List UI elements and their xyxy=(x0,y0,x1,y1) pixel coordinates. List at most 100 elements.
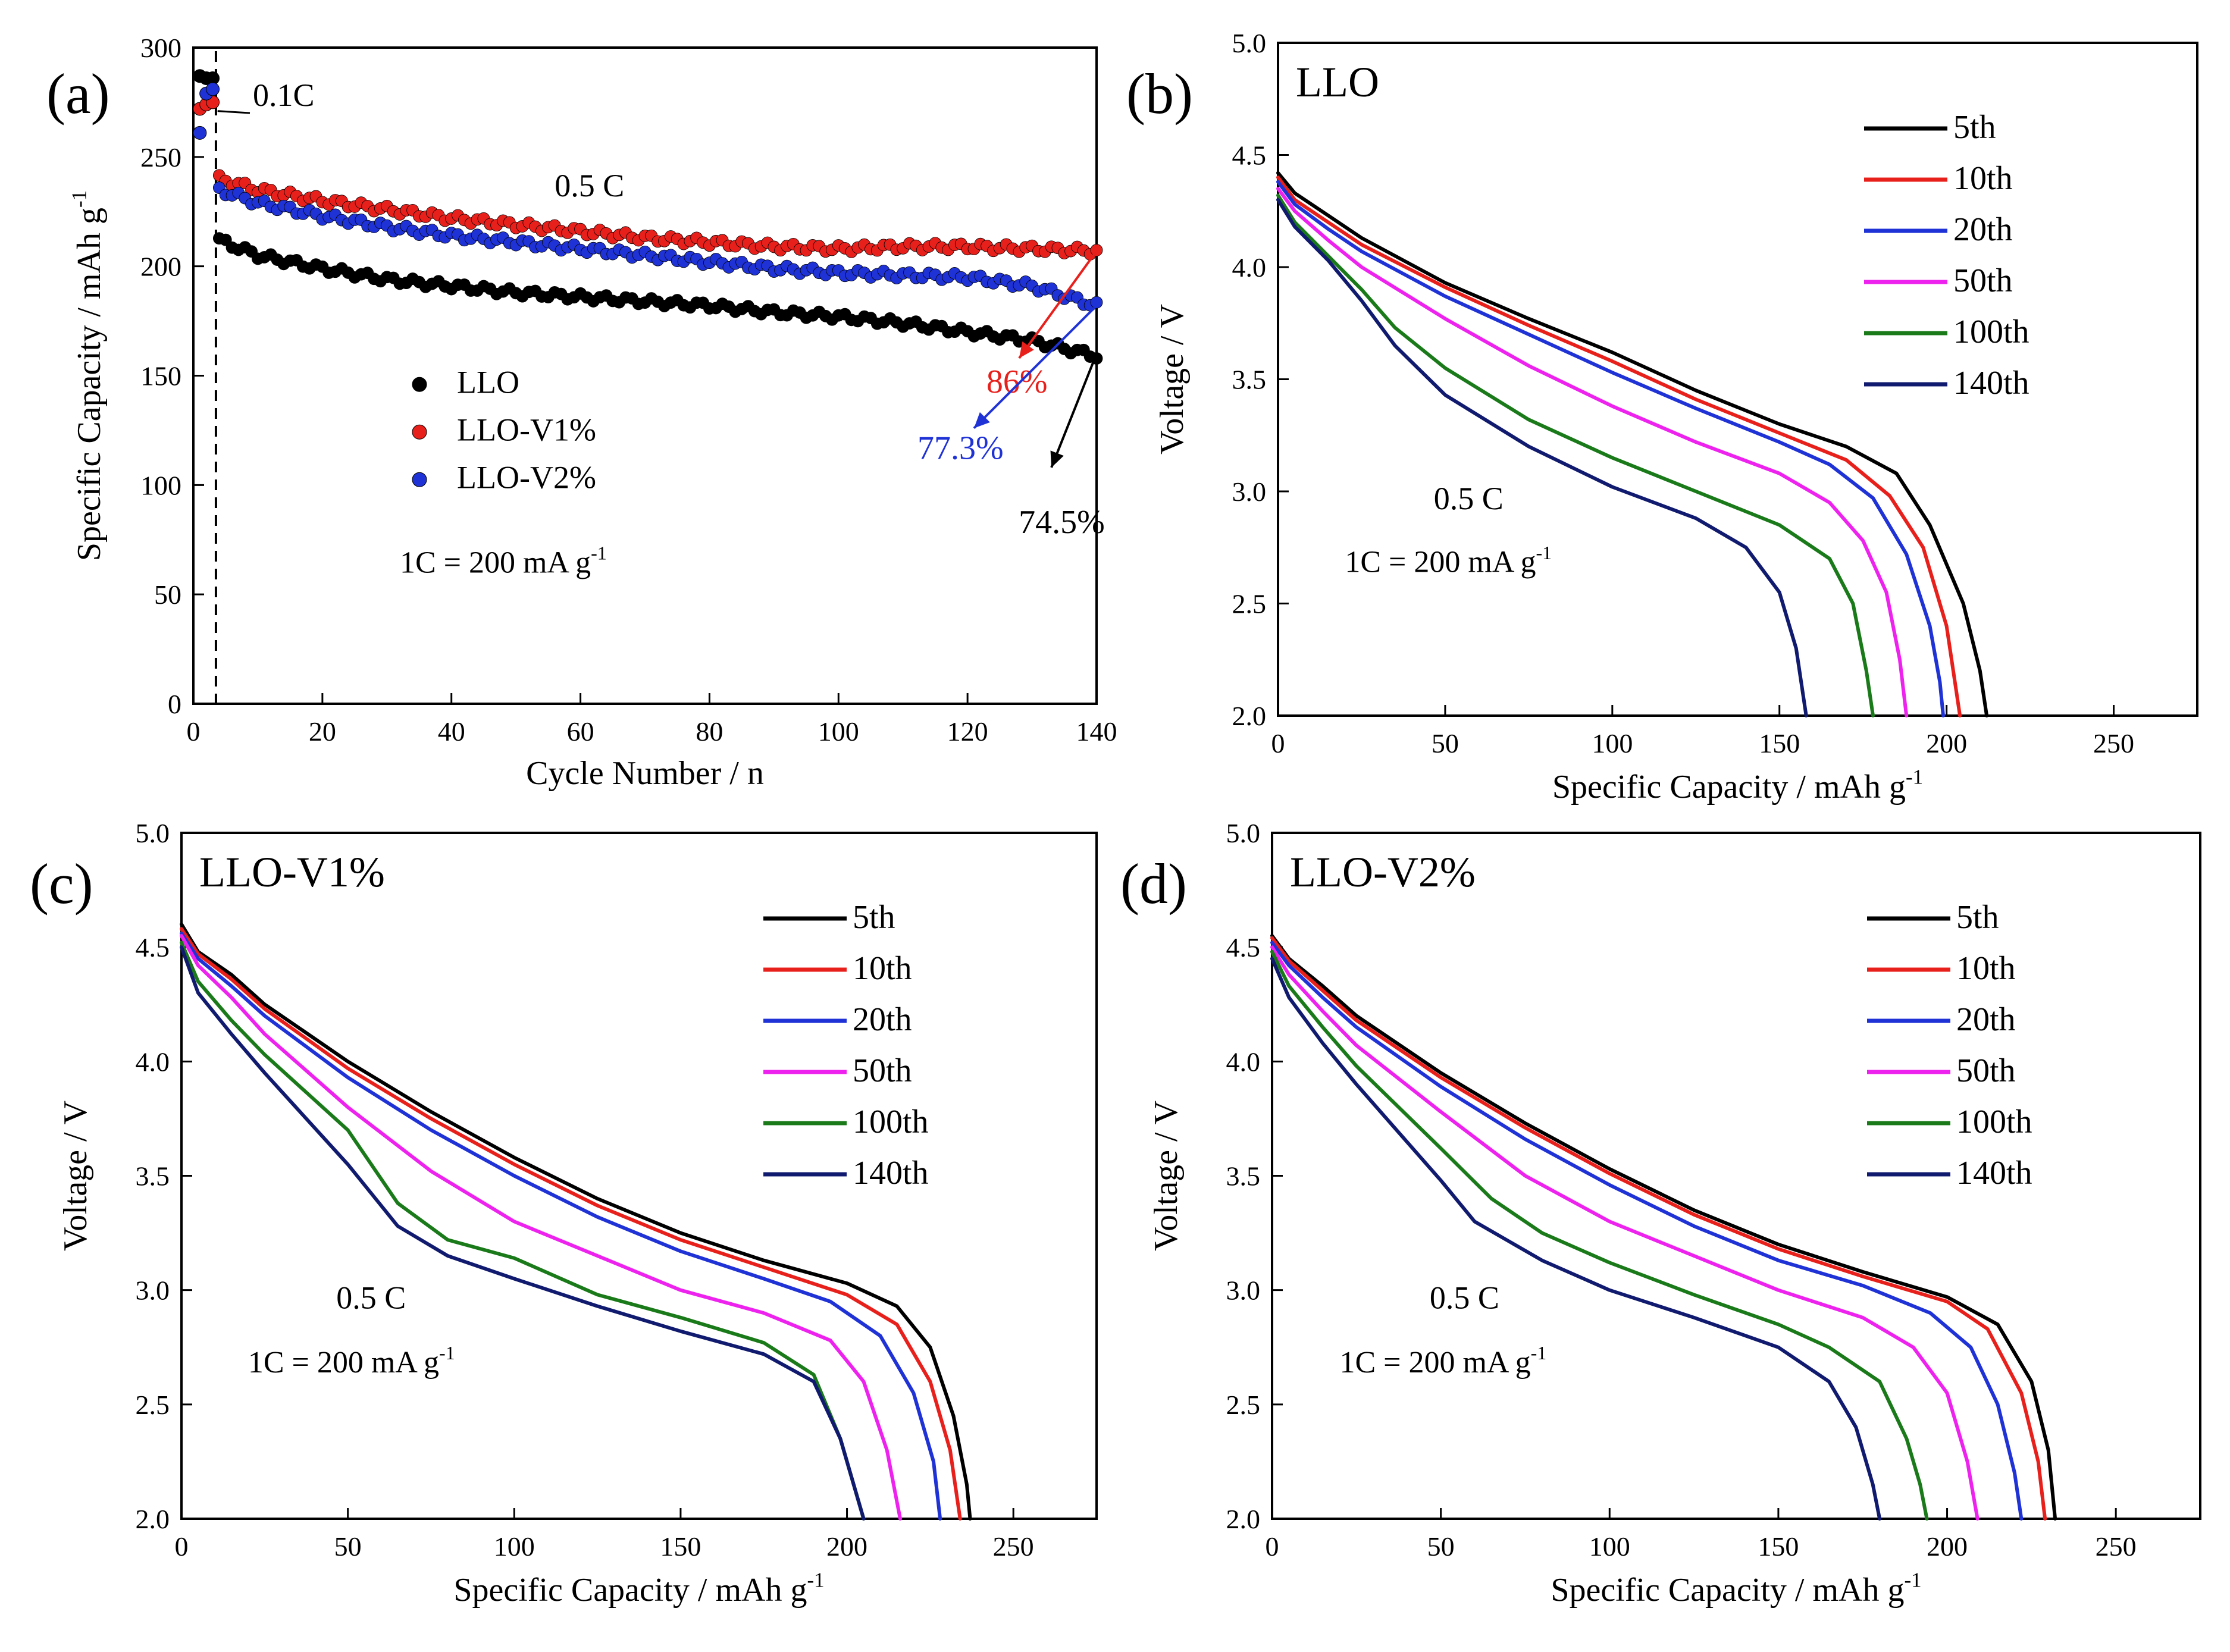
conversion-label: 1C = 200 mA g-1 xyxy=(1339,1342,1546,1380)
x-tick-label: 100 xyxy=(1592,728,1633,758)
panel-label: (b) xyxy=(1126,62,1193,126)
y-tick-label: 2.5 xyxy=(1226,1390,1261,1420)
sample-label: LLO-V1% xyxy=(199,848,385,896)
y-tick-label: 3.0 xyxy=(1232,477,1267,507)
x-tick-label: 40 xyxy=(438,716,465,747)
panel-label: (c) xyxy=(30,852,93,916)
retention-arrowhead xyxy=(1050,450,1064,468)
x-tick-label: 200 xyxy=(826,1531,867,1562)
curve-10th xyxy=(1276,175,1962,717)
legend-entry: LLO-V1% xyxy=(457,412,596,447)
y-tick-label: 2.5 xyxy=(136,1390,170,1420)
y-tick-label: 200 xyxy=(140,252,181,282)
y-tick-label: 3.0 xyxy=(1226,1275,1261,1306)
curve-10th xyxy=(180,927,962,1521)
y-axis-label: Voltage / V xyxy=(1154,304,1191,454)
curve-50th xyxy=(1276,187,1909,717)
legend: LLO LLO-V1% LLO-V2% xyxy=(412,364,596,495)
rate-label: 0.5 C xyxy=(1434,481,1504,516)
y-tick-label: 4.0 xyxy=(136,1046,170,1077)
y-tick-label: 3.0 xyxy=(136,1275,170,1306)
legend: 5th 10th 20th 50th 100th 140th xyxy=(1864,109,2029,402)
legend-entry: 10th xyxy=(853,950,912,987)
legend-entry: 20th xyxy=(1956,1001,2016,1038)
legend-entry: 100th xyxy=(1956,1104,2032,1140)
y-tick-label: 5.0 xyxy=(1226,818,1261,848)
x-tick-label: 100 xyxy=(494,1531,535,1562)
y-axis-label: Voltage / V xyxy=(57,1101,94,1251)
x-axis-label: Specific Capacity / mAh g-1 xyxy=(1552,765,1923,805)
y-tick-label: 4.5 xyxy=(1232,140,1267,171)
series-LLO xyxy=(193,69,1103,365)
panel-label: (d) xyxy=(1120,852,1187,916)
legend-entry: 20th xyxy=(853,1001,912,1038)
y-tick-label: 150 xyxy=(140,361,181,391)
x-tick-label: 100 xyxy=(818,716,859,747)
x-tick-label: 200 xyxy=(1927,1531,1968,1562)
series-LLO-V2% xyxy=(193,82,1103,312)
legend: 5th 10th 20th 50th 100th 140th xyxy=(763,899,929,1192)
curve-20th xyxy=(1270,941,2024,1521)
y-tick-label: 2.0 xyxy=(1226,1504,1261,1534)
retention-label: 77.3% xyxy=(917,430,1004,467)
y-tick-label: 3.5 xyxy=(1232,365,1267,395)
legend: 5th 10th 20th 50th 100th 140th xyxy=(1867,899,2032,1192)
y-tick-label: 2.0 xyxy=(1232,701,1267,731)
x-tick-label: 150 xyxy=(660,1531,701,1562)
legend-entry: 50th xyxy=(1956,1052,2016,1089)
x-tick-label: 250 xyxy=(2093,728,2134,758)
x-tick-label: 250 xyxy=(2096,1531,2137,1562)
y-tick-label: 4.5 xyxy=(136,932,170,963)
curve-5th xyxy=(1276,171,1989,717)
x-tick-label: 0 xyxy=(187,716,201,747)
rate-low-label: 0.1C xyxy=(253,77,315,113)
x-tick-label: 0 xyxy=(1271,728,1285,758)
x-tick-label: 0 xyxy=(175,1531,189,1562)
curve-140th xyxy=(1270,957,1882,1521)
y-tick-label: 4.0 xyxy=(1232,252,1267,283)
curve-50th xyxy=(180,934,902,1521)
curve-5th xyxy=(180,922,972,1521)
x-tick-label: 50 xyxy=(1432,728,1459,758)
curve-50th xyxy=(1270,945,1980,1521)
x-tick-label: 120 xyxy=(947,716,988,747)
y-tick-label: 5.0 xyxy=(1232,28,1267,58)
curve-140th xyxy=(180,945,866,1521)
legend-entry: 140th xyxy=(1956,1155,2032,1192)
data-point xyxy=(193,126,207,140)
x-tick-label: 150 xyxy=(1758,1531,1799,1562)
legend-entry: 10th xyxy=(1953,160,2013,197)
legend-entry: 50th xyxy=(1953,262,2013,299)
legend-entry: 50th xyxy=(853,1052,912,1089)
rate-high-label: 0.5 C xyxy=(555,168,624,203)
curve-5th xyxy=(1270,934,2057,1521)
panel-c: 0 50 100 150 200 250 2.0 2.5 3.0 3.5 4.0 4.5 5.0 (c) L… xyxy=(30,818,1098,1609)
rate-low-arrow xyxy=(217,110,250,114)
y-tick-label: 2.5 xyxy=(1232,589,1267,619)
retention-label: 86% xyxy=(986,363,1048,400)
x-axis-label: Specific Capacity / mAh g-1 xyxy=(1551,1568,1921,1609)
rate-label: 0.5 C xyxy=(1430,1280,1499,1315)
data-point xyxy=(206,82,220,96)
curve-20th xyxy=(1276,180,1945,717)
panel-b: 0 50 100 150 200 250 2.0 2.5 3.0 3.5 4.0 4.5 5.0 (b) L… xyxy=(1126,28,2198,805)
x-tick-label: 250 xyxy=(993,1531,1034,1562)
curve-100th xyxy=(1270,949,1929,1521)
y-axis-label: Specific Capacity / mAh g-1 xyxy=(67,190,108,561)
curve-10th xyxy=(1270,936,2047,1521)
panel-d: 0 50 100 150 200 250 2.0 2.5 3.0 3.5 4.0 4.5 5.0 (d) L… xyxy=(1120,818,2201,1609)
x-tick-label: 50 xyxy=(1427,1531,1455,1562)
conversion-label: 1C = 200 mA g-1 xyxy=(400,543,607,580)
y-tick-label: 300 xyxy=(140,33,181,63)
legend-marker xyxy=(412,377,427,392)
retention-arrow xyxy=(1018,250,1098,359)
x-tick-label: 140 xyxy=(1076,716,1117,747)
x-tick-label: 20 xyxy=(309,716,336,747)
series-LLO-V1% xyxy=(193,95,1103,261)
retention-arrow xyxy=(1050,353,1098,468)
y-tick-label: 3.5 xyxy=(1226,1161,1261,1192)
y-tick-label: 4.5 xyxy=(1226,932,1261,963)
sample-label: LLO-V2% xyxy=(1290,848,1476,896)
x-tick-label: 0 xyxy=(1266,1531,1279,1562)
panel-a: 0 20 40 60 80 100 120 140 0 50 100 150 200 250 300 (a) S… xyxy=(46,33,1117,792)
